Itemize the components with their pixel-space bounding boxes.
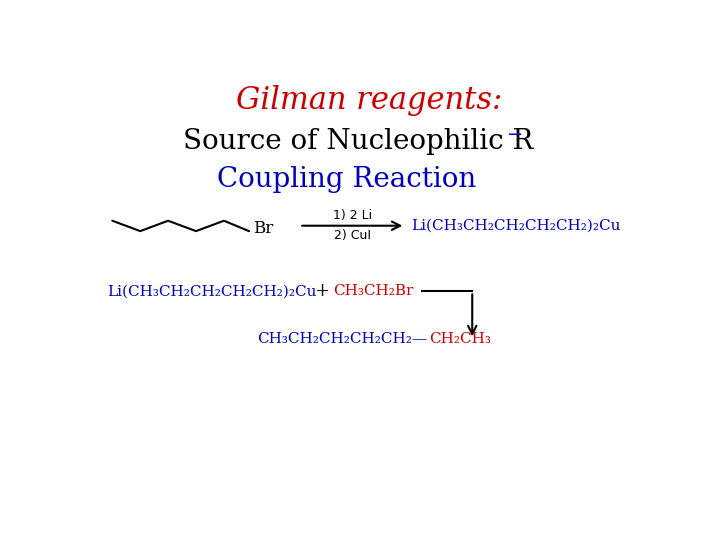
Text: −: − bbox=[507, 126, 523, 144]
Text: CH₂CH₃: CH₂CH₃ bbox=[429, 332, 491, 346]
Text: Li(CH₃CH₂CH₂CH₂CH₂)₂Cu: Li(CH₃CH₂CH₂CH₂CH₂)₂Cu bbox=[411, 219, 621, 233]
Text: 2) CuI: 2) CuI bbox=[334, 229, 371, 242]
Text: 1) 2 Li: 1) 2 Li bbox=[333, 209, 372, 222]
Text: Source of Nucleophilic R: Source of Nucleophilic R bbox=[183, 128, 533, 155]
Text: CH₃CH₂Br: CH₃CH₂Br bbox=[333, 285, 413, 299]
Text: CH₃CH₂CH₂CH₂CH₂—: CH₃CH₂CH₂CH₂CH₂— bbox=[258, 332, 428, 346]
Text: Br: Br bbox=[253, 220, 274, 237]
Text: +: + bbox=[314, 282, 329, 300]
Text: Li(CH₃CH₂CH₂CH₂CH₂)₂Cu: Li(CH₃CH₂CH₂CH₂CH₂)₂Cu bbox=[107, 285, 316, 299]
Text: Coupling Reaction: Coupling Reaction bbox=[217, 166, 477, 193]
Text: Gilman reagents:: Gilman reagents: bbox=[236, 85, 502, 116]
